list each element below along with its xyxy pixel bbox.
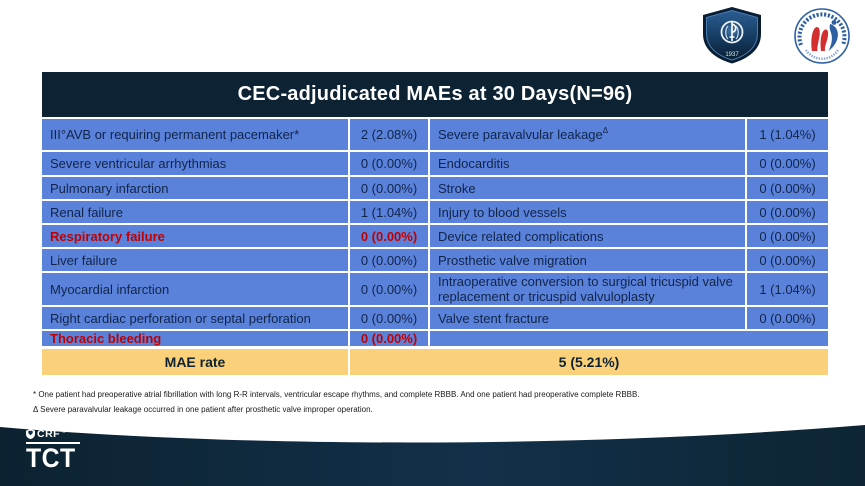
event-value: 0 (0.00%) xyxy=(350,152,428,175)
slide-title: CEC-adjudicated MAEs at 30 Days(N=96) xyxy=(42,72,828,117)
crf-logo-row: CRF ® xyxy=(26,429,80,440)
event-value: 0 (0.00%) xyxy=(747,249,828,271)
crf-divider-line xyxy=(26,442,80,444)
round-logo-bottom-arc-text xyxy=(804,49,840,60)
shield-logo-icon: 1937 xyxy=(703,7,761,64)
footnote-asterisk: * One patient had preoperative atrial fi… xyxy=(33,390,640,399)
round-logo xyxy=(786,7,858,70)
event-value: 0 (0.00%) xyxy=(747,177,828,199)
event-label: Device related complications xyxy=(430,225,745,247)
tct-label: TCT xyxy=(26,443,76,473)
crf-label: CRF xyxy=(37,428,61,440)
event-value: 0 (0.00%) xyxy=(747,152,828,175)
mae-table: III°AVB or requiring permanent pacemaker… xyxy=(42,119,828,346)
tct-logo: CRF ® TCT xyxy=(26,429,80,473)
event-value: 2 (2.08%) xyxy=(350,119,428,150)
event-value: 1 (1.04%) xyxy=(747,119,828,150)
event-label: Severe paravalvular leakage Δ xyxy=(430,119,745,150)
footnote-delta: Δ Severe paravalvular leakage occurred i… xyxy=(33,405,373,414)
event-value: 0 (0.00%) xyxy=(350,273,428,305)
event-label: Intraoperative conversion to surgical tr… xyxy=(430,273,745,305)
event-label: Endocarditis xyxy=(430,152,745,175)
event-value-highlighted: 0 (0.00%) xyxy=(350,331,428,346)
crf-shield-icon xyxy=(26,429,35,439)
event-label: Liver failure xyxy=(42,249,348,271)
event-value: 0 (0.00%) xyxy=(747,225,828,247)
event-value: 0 (0.00%) xyxy=(747,201,828,223)
event-label: Injury to blood vessels xyxy=(430,201,745,223)
mae-summary-row: MAE rate 5 (5.21%) xyxy=(42,349,828,375)
event-label: Severe ventricular arrhythmias xyxy=(42,152,348,175)
event-label: III°AVB or requiring permanent pacemaker… xyxy=(42,119,348,150)
event-label: Pulmonary infarction xyxy=(42,177,348,199)
event-value: 0 (0.00%) xyxy=(350,249,428,271)
shield-logo: 1937 xyxy=(699,6,765,69)
event-label: Prosthetic valve migration xyxy=(430,249,745,271)
event-label-highlighted: Respiratory failure xyxy=(42,225,348,247)
event-label: Right cardiac perforation or septal perf… xyxy=(42,307,348,329)
event-value: 0 (0.00%) xyxy=(350,177,428,199)
event-label: Stroke xyxy=(430,177,745,199)
event-label: Renal failure xyxy=(42,201,348,223)
event-label: Myocardial infarction xyxy=(42,273,348,305)
event-value: 1 (1.04%) xyxy=(747,273,828,305)
event-label-highlighted: Thoracic bleeding xyxy=(42,331,348,346)
event-value: 0 (0.00%) xyxy=(350,307,428,329)
mae-rate-label: MAE rate xyxy=(42,349,348,375)
event-value: 1 (1.04%) xyxy=(350,201,428,223)
round-logo-icon xyxy=(794,8,850,64)
crf-registered-mark: ® xyxy=(62,429,66,435)
footer-curve xyxy=(0,425,865,486)
mae-rate-value: 5 (5.21%) xyxy=(350,349,828,375)
empty-cell xyxy=(430,331,828,346)
shield-year-text: 1937 xyxy=(725,52,739,58)
event-label-text: Severe paravalvular leakage xyxy=(438,127,603,142)
event-label: Valve stent fracture xyxy=(430,307,745,329)
round-logo-arc-text xyxy=(797,12,847,46)
event-value: 0 (0.00%) xyxy=(747,307,828,329)
event-value-highlighted: 0 (0.00%) xyxy=(350,225,428,247)
